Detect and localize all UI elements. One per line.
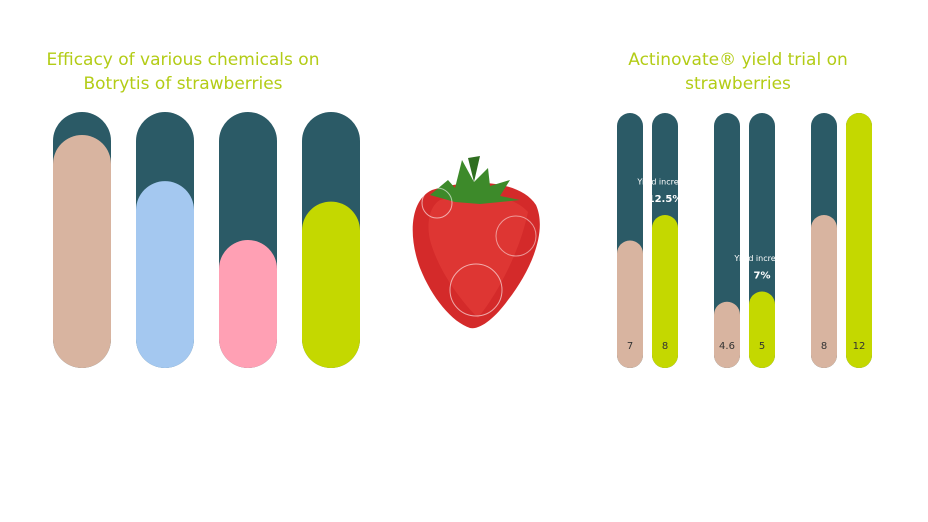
bar [617,240,643,368]
bar [714,301,740,368]
value-label: 7 [627,341,633,352]
value-label: 8 [821,341,827,352]
annotation-value: 7% [754,271,771,282]
bar [652,215,678,368]
annotation-value: 12.5% [648,194,683,205]
bar [302,201,360,368]
chart-title: Actinovate® yield trial on strawberries [628,50,848,94]
value-label: 4.6 [719,341,735,352]
value-label: 8 [662,341,668,352]
chart-title: Efficacy of various chemicals on Botryti… [46,50,320,94]
value-label: 12 [853,341,866,352]
bar [811,215,837,368]
annotation-text: Yield increase [733,254,789,263]
bar [219,240,277,368]
strawberry [412,156,540,329]
bar [846,113,872,368]
bar [749,291,775,368]
value-label: 5 [759,341,765,352]
annotation-text: Yield increase [636,178,692,187]
bar [53,135,111,368]
bar [136,181,194,368]
